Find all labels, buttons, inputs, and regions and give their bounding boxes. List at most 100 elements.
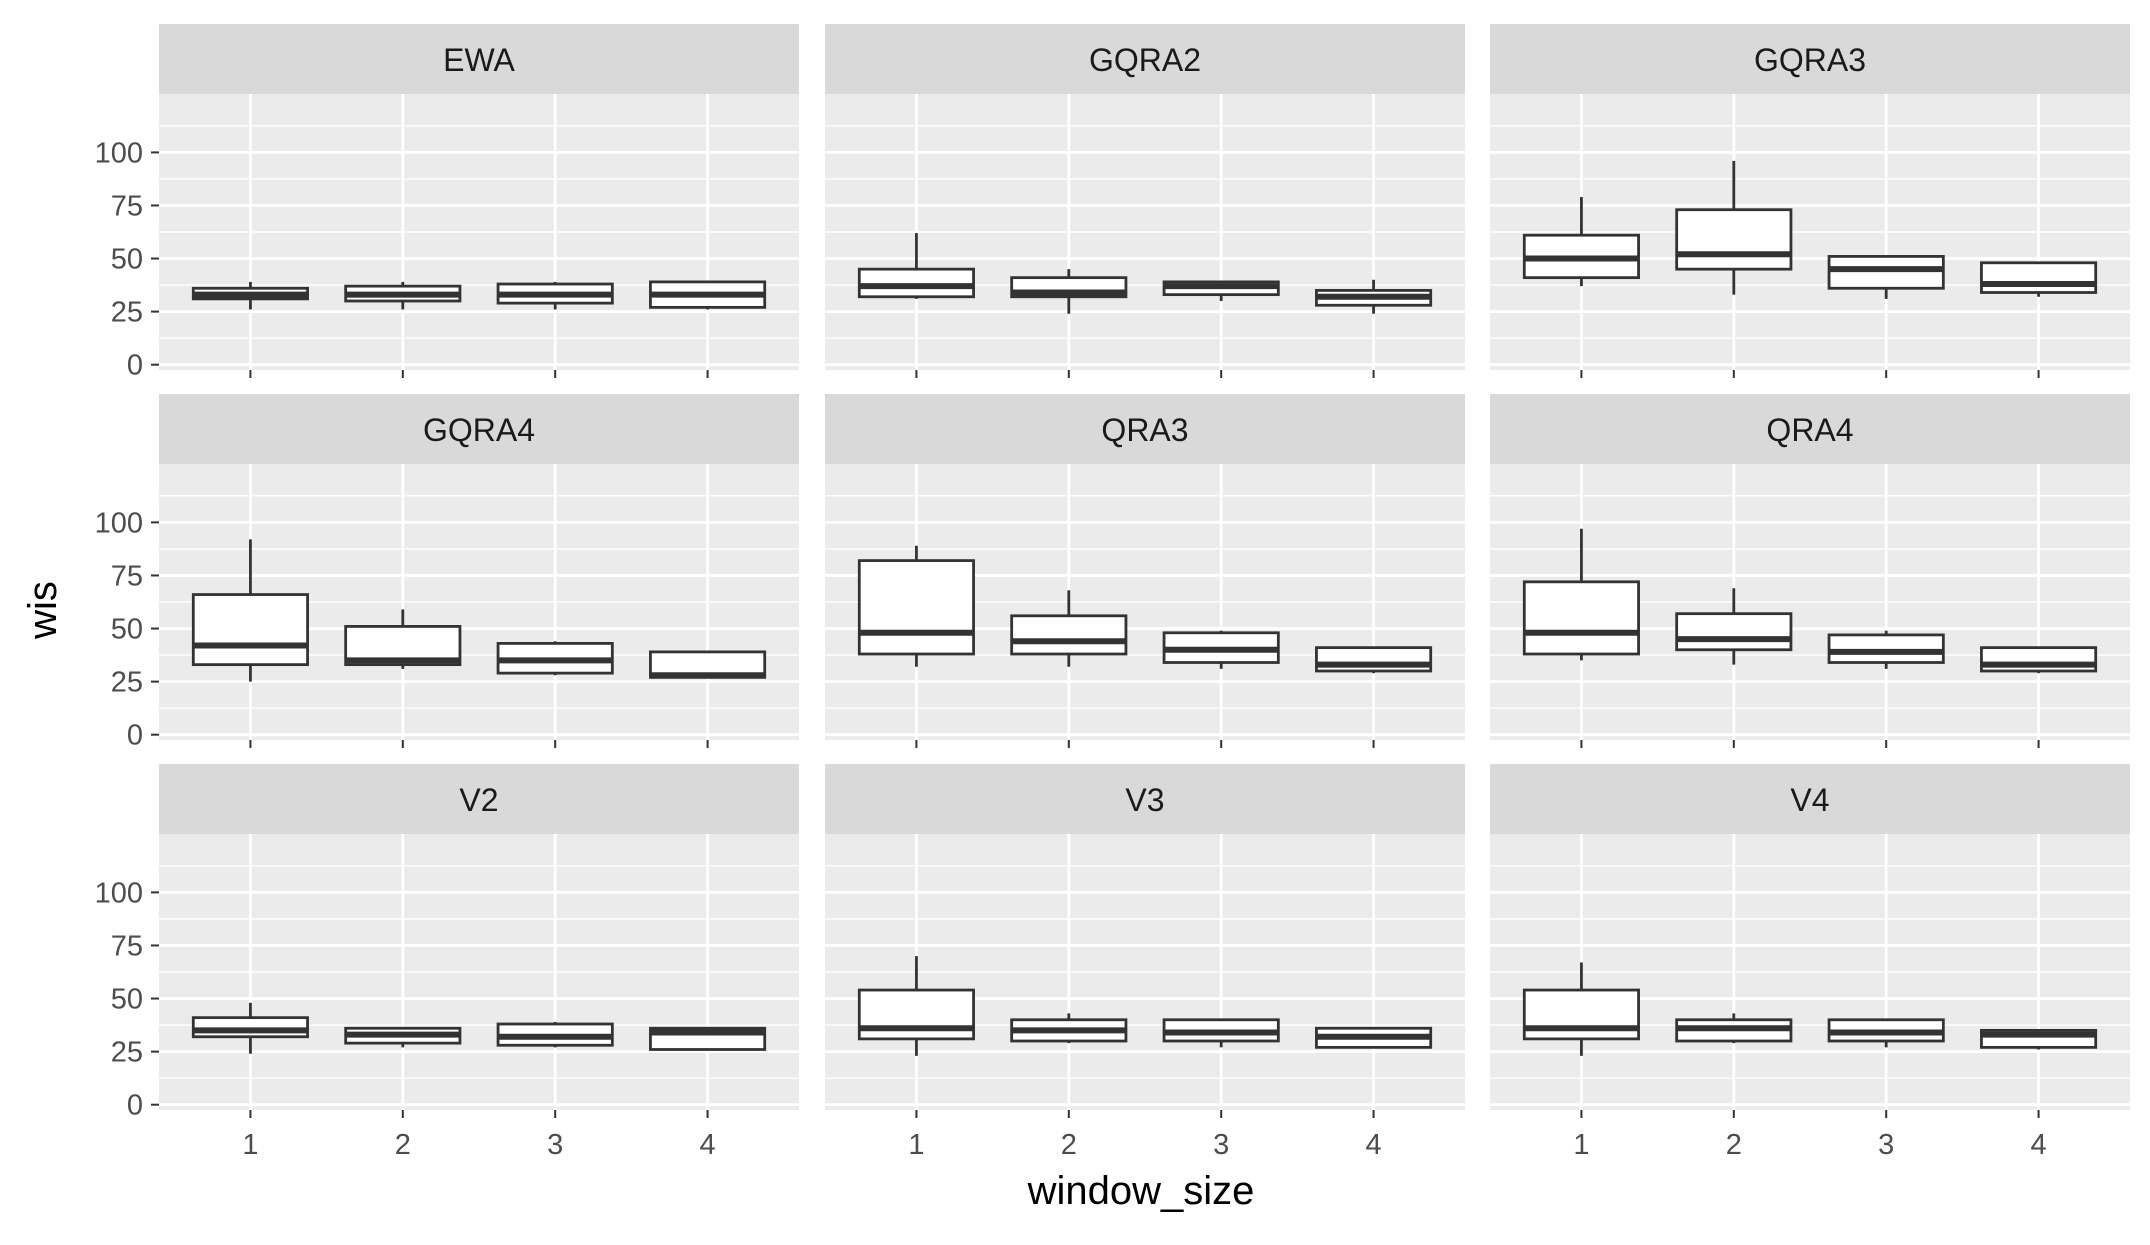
y-tick-label: 0 bbox=[127, 1090, 143, 1122]
y-tick-label: 100 bbox=[95, 877, 143, 909]
boxplot-box bbox=[1315, 279, 1433, 314]
boxplot-box bbox=[1010, 269, 1128, 314]
y-tick-label: 0 bbox=[127, 720, 143, 752]
boxplot-box bbox=[191, 1002, 309, 1054]
boxplot-box bbox=[1315, 646, 1433, 674]
y-tick-label: 25 bbox=[111, 1037, 143, 1069]
boxplot-box bbox=[496, 641, 614, 676]
boxplot-box bbox=[1522, 528, 1640, 661]
x-axis-title: window_size bbox=[1027, 1169, 1255, 1213]
box-iqr bbox=[1827, 633, 1945, 664]
boxplot-box bbox=[344, 281, 462, 310]
facet-strip bbox=[1490, 764, 2130, 834]
facet-strip-label: V3 bbox=[1125, 782, 1164, 818]
box-iqr bbox=[1675, 612, 1793, 652]
box-iqr bbox=[1675, 208, 1793, 271]
y-tick-label: 100 bbox=[95, 507, 143, 539]
boxplot-box bbox=[1827, 1018, 1945, 1048]
boxplot-box bbox=[191, 539, 309, 682]
boxplot-box bbox=[649, 1026, 767, 1051]
box-iqr bbox=[857, 267, 975, 299]
facet-panels: EWA 0 25 50 75 100 GQRA2 GQRA3 GQRA4 0 25 50 75 100 QR… bbox=[95, 24, 2130, 1161]
facet-panel: V2 0 25 50 75 100 1 2 3 4 bbox=[95, 764, 799, 1161]
facet-strip bbox=[825, 394, 1465, 464]
facet-strip bbox=[159, 394, 799, 464]
x-tick-label: 1 bbox=[908, 1129, 924, 1161]
boxplot-box bbox=[1162, 630, 1280, 669]
box-iqr bbox=[857, 988, 975, 1041]
y-tick-label: 50 bbox=[111, 244, 143, 276]
y-tick-label: 50 bbox=[111, 614, 143, 646]
facet-strip bbox=[159, 764, 799, 834]
boxplot-box bbox=[344, 609, 462, 669]
facet-strip bbox=[825, 24, 1465, 94]
facet-strip-label: EWA bbox=[443, 42, 515, 78]
boxplot-box bbox=[1675, 1013, 1793, 1044]
y-tick-label: 75 bbox=[111, 560, 143, 592]
facet-strip-label: V4 bbox=[1790, 782, 1829, 818]
x-tick-label: 4 bbox=[2031, 1129, 2047, 1161]
y-tick-label: 0 bbox=[127, 350, 143, 382]
y-tick-label: 50 bbox=[111, 984, 143, 1016]
boxplot-box bbox=[1980, 261, 2098, 297]
x-tick-label: 4 bbox=[1366, 1129, 1382, 1161]
y-tick-label: 25 bbox=[111, 667, 143, 699]
boxplot-box bbox=[1162, 1018, 1280, 1048]
facet-strip-label: QRA3 bbox=[1101, 412, 1188, 448]
box-iqr bbox=[1010, 614, 1128, 656]
boxplot-box bbox=[1522, 196, 1640, 287]
x-tick-label: 2 bbox=[1726, 1129, 1742, 1161]
x-tick-label: 3 bbox=[547, 1129, 563, 1161]
boxplot-box bbox=[1522, 962, 1640, 1056]
facet-panel: V3 1 2 3 4 bbox=[825, 764, 1465, 1161]
boxplot-box bbox=[1010, 590, 1128, 667]
facet-panel: GQRA2 bbox=[825, 24, 1465, 378]
y-tick-label: 75 bbox=[111, 190, 143, 222]
box-iqr bbox=[857, 559, 975, 656]
facet-strip-label: QRA4 bbox=[1766, 412, 1853, 448]
boxplot-box bbox=[649, 280, 767, 310]
boxplot-box bbox=[1827, 255, 1945, 299]
boxplot-box bbox=[1315, 1026, 1433, 1049]
boxplot-box bbox=[649, 650, 767, 679]
boxplot-box bbox=[1675, 160, 1793, 295]
boxplot-box bbox=[1980, 646, 2098, 674]
boxplot-box bbox=[857, 956, 975, 1056]
facet-panel: QRA4 bbox=[1490, 394, 2130, 748]
facet-strip-label: V2 bbox=[459, 782, 498, 818]
boxplot-box bbox=[857, 545, 975, 667]
box-iqr bbox=[1522, 580, 1640, 656]
boxplot-box bbox=[1827, 630, 1945, 669]
facet-panel: EWA 0 25 50 75 100 bbox=[95, 24, 799, 382]
facet-panel: GQRA3 bbox=[1490, 24, 2130, 378]
facet-panel: QRA3 bbox=[825, 394, 1465, 748]
facet-strip-label: GQRA4 bbox=[423, 412, 535, 448]
x-tick-label: 3 bbox=[1213, 1129, 1229, 1161]
facet-strip bbox=[825, 764, 1465, 834]
facet-panel: V4 1 2 3 4 bbox=[1490, 764, 2130, 1161]
y-tick-label: 75 bbox=[111, 930, 143, 962]
x-tick-label: 4 bbox=[700, 1129, 716, 1161]
boxplot-box bbox=[1162, 280, 1280, 301]
boxplot-box bbox=[496, 281, 614, 310]
boxplot-box bbox=[344, 1026, 462, 1048]
y-axis-title: wis bbox=[21, 581, 65, 640]
x-tick-label: 1 bbox=[242, 1129, 258, 1161]
boxplot-box bbox=[1010, 1013, 1128, 1044]
x-tick-label: 2 bbox=[395, 1129, 411, 1161]
facet-strip bbox=[1490, 24, 2130, 94]
boxplot-box bbox=[496, 1021, 614, 1048]
facet-strip-label: GQRA3 bbox=[1754, 42, 1866, 78]
x-tick-label: 1 bbox=[1573, 1129, 1589, 1161]
box-iqr bbox=[191, 593, 309, 667]
facet-strip bbox=[1490, 394, 2130, 464]
x-tick-label: 3 bbox=[1878, 1129, 1894, 1161]
facet-panel: GQRA4 0 25 50 75 100 bbox=[95, 394, 799, 752]
facet-strip bbox=[159, 24, 799, 94]
y-tick-label: 100 bbox=[95, 137, 143, 169]
box-iqr bbox=[1827, 255, 1945, 290]
box-iqr bbox=[191, 1016, 309, 1039]
x-tick-label: 2 bbox=[1061, 1129, 1077, 1161]
